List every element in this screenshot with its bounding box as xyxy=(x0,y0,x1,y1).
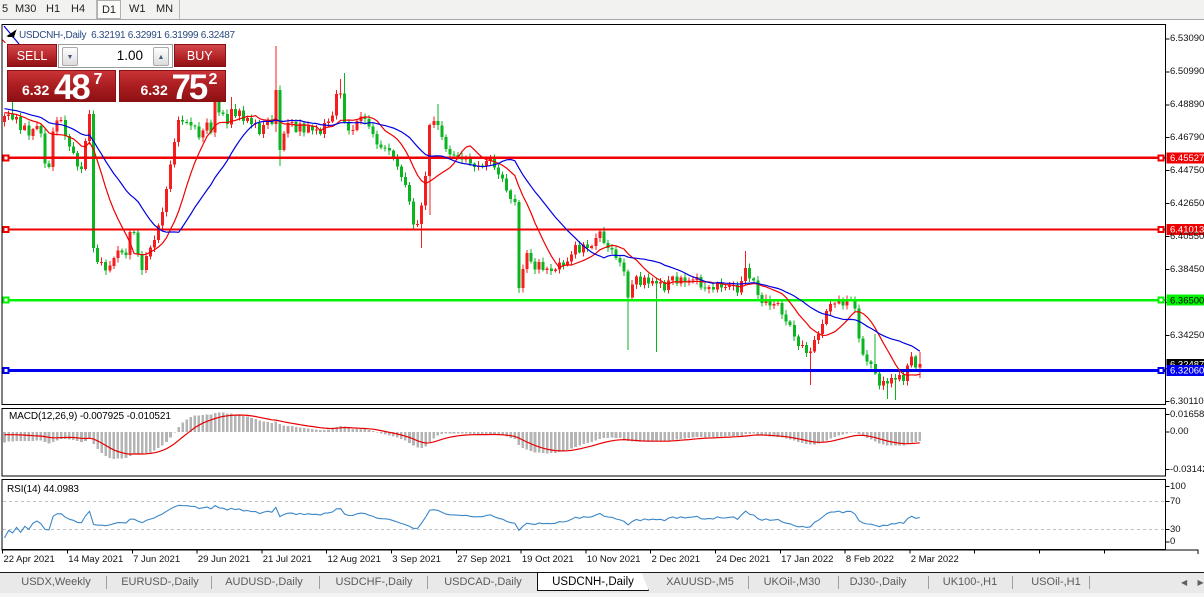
svg-text:6.41013: 6.41013 xyxy=(1170,225,1204,236)
svg-text:6.32060: 6.32060 xyxy=(1170,366,1204,377)
svg-text:6.36500: 6.36500 xyxy=(1170,295,1204,306)
svg-text:6.45527: 6.45527 xyxy=(1170,153,1204,164)
